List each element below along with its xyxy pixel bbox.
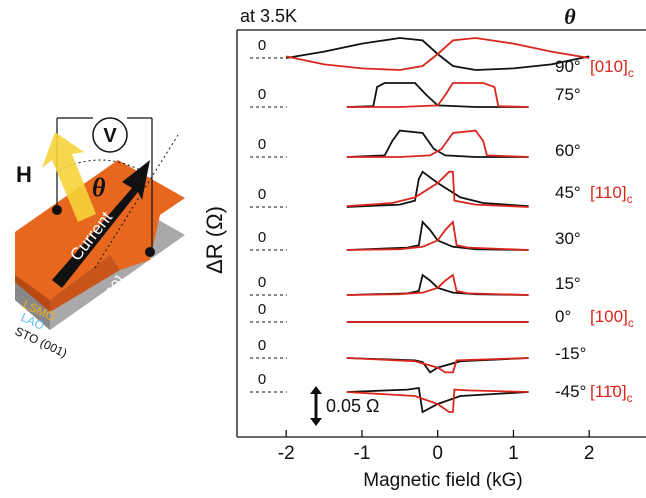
zero-label: 0 xyxy=(258,186,266,203)
x-tick-label: -1 xyxy=(354,443,371,464)
curve xyxy=(347,222,529,250)
zero-label: 0 xyxy=(258,86,266,103)
voltmeter-label: V xyxy=(103,125,117,147)
zero-label: 0 xyxy=(258,301,266,318)
curve xyxy=(347,275,529,295)
scale-arrow xyxy=(310,386,322,394)
x-tick-label: 0 xyxy=(432,443,443,464)
zero-label: 0 xyxy=(258,37,266,54)
curve xyxy=(347,172,529,207)
angle-label: 30° xyxy=(555,229,581,248)
x-tick-label: -2 xyxy=(278,443,295,464)
zero-label: 0 xyxy=(258,371,266,388)
direction-text: [010] xyxy=(590,57,628,76)
angle-header: θ xyxy=(564,4,576,29)
zero-label: 0 xyxy=(258,229,266,246)
zero-label: 0 xyxy=(258,337,266,354)
zero-label: 0 xyxy=(258,274,266,291)
direction-label: [11̄0]c xyxy=(590,382,633,405)
angle-label: -45° xyxy=(555,382,586,401)
angle-label: 75° xyxy=(555,85,581,104)
curve xyxy=(347,131,529,157)
direction-text: [100] xyxy=(590,307,628,326)
direction-text: [110] xyxy=(590,183,627,202)
angle-label: 45° xyxy=(555,183,581,202)
direction-sub: c xyxy=(628,66,634,80)
scale-label: 0.05 Ω xyxy=(326,396,380,416)
chart-title: at 3.5K xyxy=(240,6,297,26)
curve xyxy=(347,83,529,107)
contact xyxy=(52,205,62,215)
x-tick-label: 1 xyxy=(508,443,519,464)
angle-label: 90° xyxy=(555,57,581,76)
direction-sub: c xyxy=(627,192,633,206)
direction-sub: c xyxy=(628,316,634,330)
angle-label: -15° xyxy=(555,344,586,363)
direction-label: [010]c xyxy=(590,57,634,80)
x-tick-label: 2 xyxy=(584,443,595,464)
direction-label: [110]c xyxy=(590,183,633,206)
figure: H V θ Current [100] LSMO LAO STO (001) a… xyxy=(0,0,646,498)
y-axis-label: ΔR (Ω) xyxy=(202,206,227,274)
curve xyxy=(347,131,529,157)
curve xyxy=(347,172,529,207)
angle-label: 60° xyxy=(555,141,581,160)
scale-arrow xyxy=(310,418,322,426)
angle-label: θ xyxy=(92,173,106,202)
x-axis-label: Magnetic field (kG) xyxy=(363,470,522,491)
angle-label: 15° xyxy=(555,274,581,293)
curve xyxy=(347,222,529,250)
direction-text: [11̄0] xyxy=(590,382,627,401)
angle-label: 0° xyxy=(555,307,571,326)
schematic: H V θ Current [100] LSMO LAO STO (001) xyxy=(13,118,185,360)
contact xyxy=(145,247,155,257)
direction-label: [100]c xyxy=(590,307,634,330)
zero-label: 0 xyxy=(258,136,266,153)
field-label: H xyxy=(16,162,32,187)
curve xyxy=(347,275,529,295)
direction-sub: c xyxy=(627,391,633,405)
